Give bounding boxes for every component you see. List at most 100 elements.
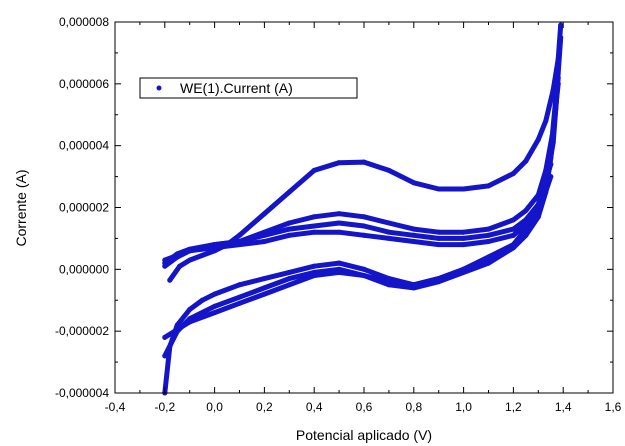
data-point: [187, 257, 193, 263]
data-point: [311, 273, 317, 278]
data-point: [548, 149, 554, 155]
data-point: [411, 232, 417, 238]
data-point: [386, 167, 392, 173]
data-point: [199, 252, 205, 258]
data-point: [237, 282, 242, 288]
data-point: [237, 294, 242, 300]
data-point: [261, 291, 267, 297]
data-point: [436, 276, 442, 282]
data-point: [237, 300, 242, 306]
data-point: [212, 310, 218, 316]
data-point: [336, 160, 342, 166]
y-axis-title: Corrente (A): [13, 169, 29, 246]
y-tick-label: 0,000000: [59, 262, 109, 276]
data-point: [261, 285, 267, 291]
data-point: [336, 260, 342, 266]
legend-marker: [156, 85, 162, 91]
data-point: [162, 334, 168, 340]
data-point: [555, 75, 561, 81]
data-point: [311, 223, 317, 229]
data-point: [361, 232, 367, 238]
data-point: [411, 239, 417, 244]
data-point: [212, 291, 218, 297]
data-point: [411, 282, 417, 288]
y-tick-label: 0,000006: [59, 77, 109, 91]
data-point: [261, 211, 267, 217]
data-point: [461, 235, 467, 241]
data-point: [311, 167, 317, 173]
data-point: [286, 226, 292, 232]
data-point: [261, 239, 267, 244]
data-point: [486, 183, 491, 189]
x-tick-label: 1,2: [505, 400, 522, 414]
data-point: [286, 189, 292, 195]
data-point: [311, 263, 317, 269]
x-tick-label: 1,4: [555, 400, 572, 414]
x-tick-label: 0,4: [306, 400, 323, 414]
series-layer: [162, 22, 564, 396]
data-point: [261, 232, 267, 238]
data-point: [237, 232, 242, 238]
y-tick-label: 0,000008: [59, 15, 109, 29]
y-tick-label: -0,000004: [55, 386, 109, 400]
data-point: [162, 257, 168, 263]
data-point: [386, 220, 392, 226]
y-tick-label: -0,000002: [55, 324, 109, 338]
x-tick-label: 1,0: [455, 400, 472, 414]
data-point: [553, 96, 559, 102]
x-tick-label: 0,6: [356, 400, 373, 414]
y-tick-label: 0,000004: [59, 139, 109, 153]
data-point: [486, 239, 491, 244]
data-point: [510, 171, 516, 176]
data-point: [361, 223, 367, 229]
legend-box: [139, 77, 358, 99]
data-point: [461, 242, 467, 248]
data-point: [386, 235, 392, 241]
data-point: [336, 229, 342, 235]
legend-label: WE(1).Current (A): [180, 80, 293, 96]
data-point: [361, 273, 367, 278]
data-point: [535, 137, 541, 142]
x-tick-label: 0,2: [256, 400, 273, 414]
data-point: [177, 263, 183, 269]
data-point: [461, 186, 467, 192]
data-point: [286, 269, 292, 275]
data-point: [336, 269, 342, 275]
x-axis-title: Potencial aplicado (V): [296, 427, 432, 443]
data-point: [162, 353, 168, 359]
data-point: [558, 22, 564, 28]
x-tick-label: 0,8: [405, 400, 422, 414]
data-point: [336, 220, 342, 226]
y-axis-ticks: -0,000004 -0,000002 0,000000 0,000002 0,0000…: [55, 15, 613, 400]
data-point: [386, 279, 392, 285]
data-point: [261, 276, 267, 282]
data-point: [411, 180, 417, 186]
data-point: [523, 158, 529, 164]
data-point: [187, 248, 193, 254]
y-tick-label: 0,000002: [59, 201, 109, 215]
data-point: [212, 245, 218, 251]
data-point: [540, 189, 546, 195]
data-point: [199, 297, 205, 303]
data-point: [361, 214, 367, 220]
legend: WE(1).Current (A): [139, 77, 358, 99]
data-point: [311, 214, 317, 220]
x-tick-label: 0,0: [206, 400, 223, 414]
data-point: [237, 242, 242, 248]
x-tick-label: 1,6: [605, 400, 622, 414]
data-point: [436, 242, 442, 248]
data-point: [486, 232, 491, 238]
data-point: [543, 118, 549, 124]
data-point: [187, 307, 193, 312]
data-point: [286, 282, 292, 288]
data-point: [286, 232, 292, 238]
data-point: [510, 226, 516, 232]
data-point: [336, 211, 342, 217]
x-tick-label: -0,4: [105, 400, 126, 414]
data-point: [361, 266, 367, 272]
data-point: [436, 235, 442, 241]
data-point: [461, 266, 467, 272]
data-point: [486, 226, 491, 232]
data-point: [523, 208, 529, 214]
